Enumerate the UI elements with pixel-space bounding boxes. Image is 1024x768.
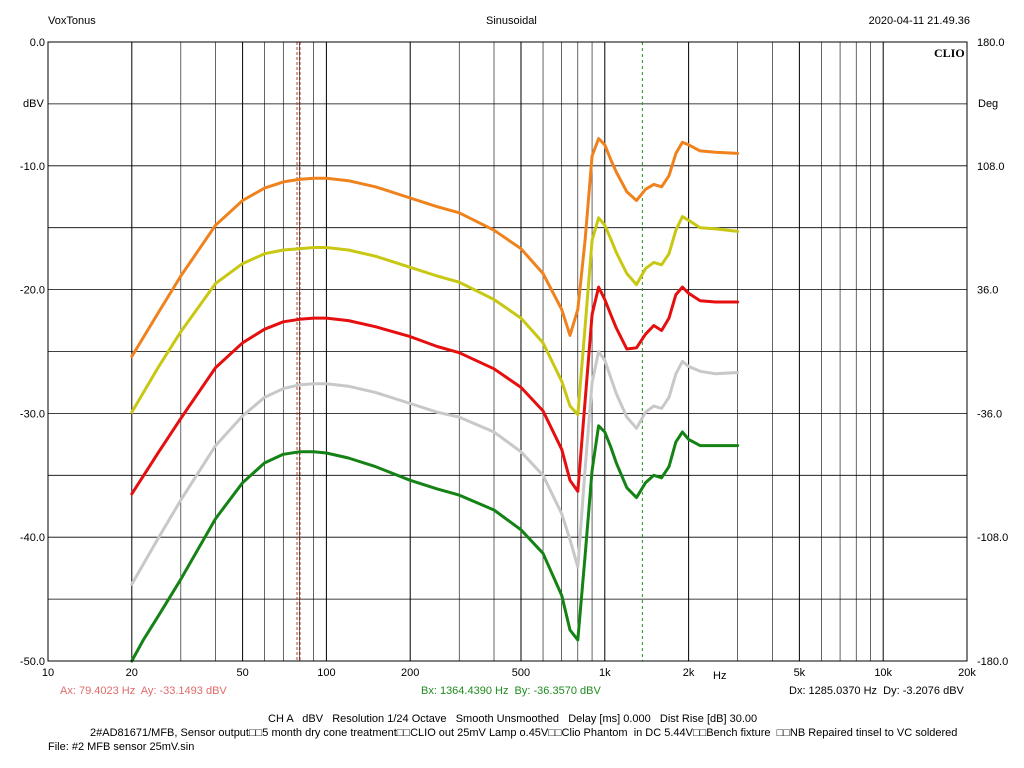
x-tick-label: 20 (126, 667, 138, 679)
y-tick-label: -40.0 (20, 532, 45, 544)
app-name: VoxTonus (48, 15, 96, 27)
y2-tick-label: -180.0 (977, 656, 1008, 668)
x-tick-label: 10k (874, 667, 892, 679)
cursor-a-readout: Ax: 79.4023 Hz Ay: -33.1493 dBV (60, 685, 227, 697)
plot-frame (47, 41, 968, 662)
measurement-description: 2#AD81671/MFB, Sensor output□□5 month dr… (90, 727, 958, 739)
x-tick-label: 10 (42, 667, 54, 679)
series-lines (130, 137, 740, 663)
y-tick-label: -20.0 (20, 285, 45, 297)
brand-logo: CLIO (934, 46, 965, 60)
x-tick-label: 20k (958, 667, 976, 679)
series-line-1 (130, 137, 740, 358)
y-tick-label: -10.0 (20, 161, 45, 173)
cursor-markers (296, 42, 643, 661)
y-tick-label: -50.0 (20, 656, 45, 668)
y-tick-label: 0.0 (30, 37, 45, 49)
series-line-5 (130, 424, 740, 663)
y2-tick-label: 108.0 (977, 161, 1005, 173)
y-tick-labels: 0.0 -10.0 -20.0 -30.0 -40.0 -50.0 (20, 37, 45, 668)
x-tick-label: 500 (512, 667, 530, 679)
y2-axis-unit: Deg (978, 98, 999, 110)
x-tick-label: 200 (401, 667, 419, 679)
x-tick-label: 2k (683, 667, 695, 679)
x-tick-labels: 10 20 50 100 200 500 1k 2k 5k 10k 20k (42, 667, 976, 679)
x-axis-unit: Hz (713, 670, 727, 682)
x-tick-label: 1k (599, 667, 611, 679)
timestamp: 2020-04-11 21.49.36 (868, 15, 970, 27)
cursor-delta-readout: Dx: 1285.0370 Hz Dy: -3.2076 dBV (789, 685, 964, 697)
y2-tick-label: -108.0 (977, 532, 1008, 544)
x-tick-label: 50 (236, 667, 248, 679)
series-line-4 (130, 350, 740, 586)
x-tick-label: 5k (794, 667, 806, 679)
series-line-2 (130, 215, 740, 417)
y2-tick-label: 180.0 (977, 37, 1005, 49)
y-axis-unit: dBV (23, 98, 44, 110)
y2-tick-labels: 180.0 108.0 36.0 -36.0 -108.0 -180.0 (977, 37, 1008, 668)
y2-tick-label: 36.0 (977, 285, 998, 297)
y2-tick-label: -36.0 (977, 408, 1002, 420)
cursor-b-readout: Bx: 1364.4390 Hz By: -36.3570 dBV (421, 685, 601, 697)
file-name: File: #2 MFB sensor 25mV.sin (48, 741, 195, 753)
x-tick-label: 100 (317, 667, 335, 679)
series-line-3 (130, 285, 740, 496)
chart-title: Sinusoidal (486, 15, 537, 27)
measurement-settings: CH A dBV Resolution 1/24 Octave Smooth U… (268, 713, 758, 725)
y-tick-label: -30.0 (20, 408, 45, 420)
